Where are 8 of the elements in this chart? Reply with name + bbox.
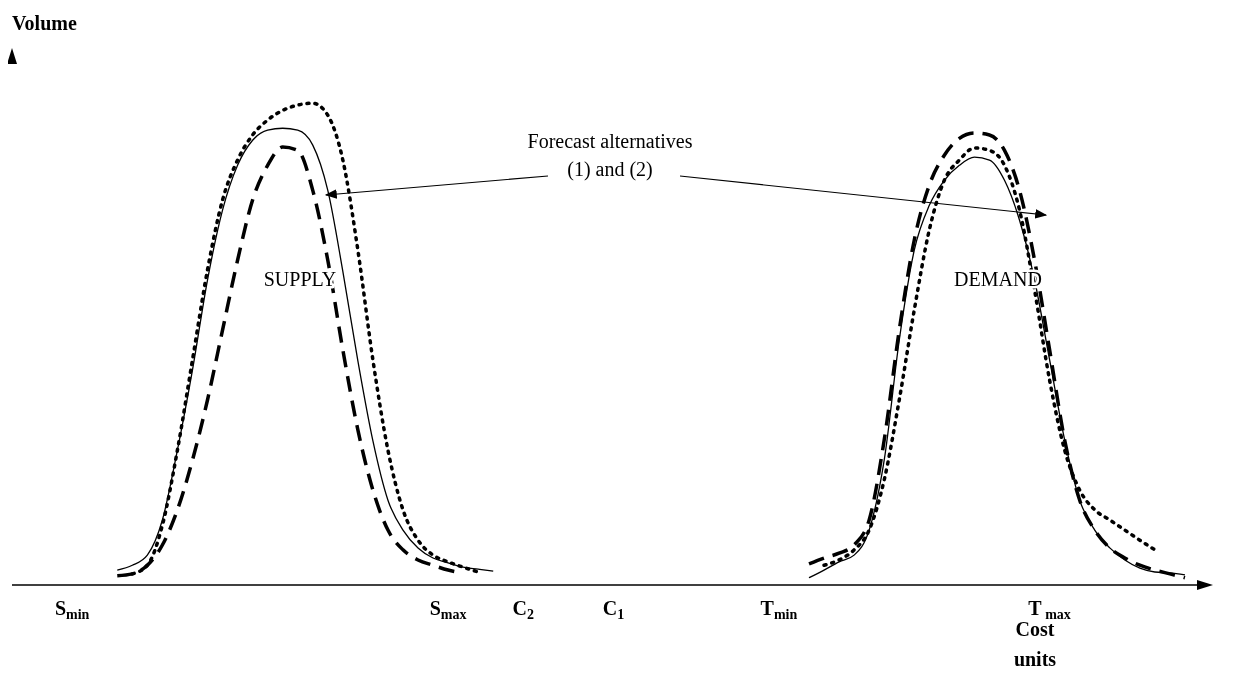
x-tick-label: C$_{1}$ — [602, 597, 625, 623]
x-tick-label: T$_{min}$ — [760, 597, 798, 623]
x-tick-label: S$_{max}$ — [429, 597, 467, 623]
y-axis-title: Volume — [12, 12, 77, 34]
x-tick-label: S$_{min}$ — [54, 597, 90, 623]
annotation: Forecast alternatives (1) and (2) — [527, 130, 693, 181]
annotation: SUPPLY — [263, 268, 337, 290]
x-tick-label: C$_{2}$ — [512, 597, 535, 623]
